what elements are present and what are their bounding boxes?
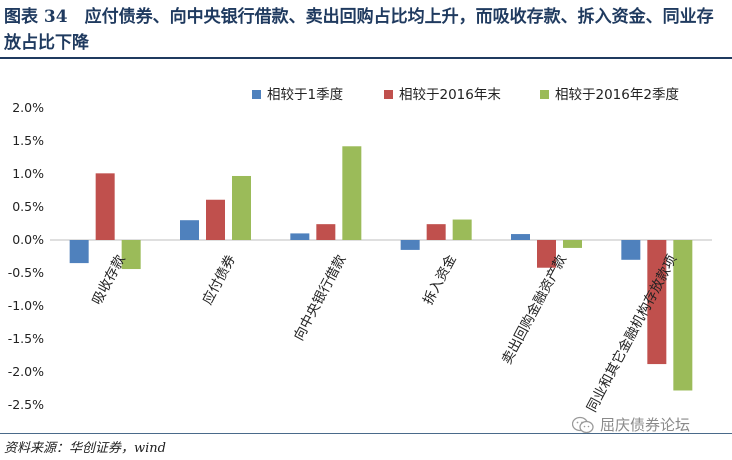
bars-group (69, 146, 693, 391)
y-tick-label: 1.5% (12, 133, 44, 148)
bar-chart: 2.0% 1.5% 1.0% 0.5% 0.0% -0.5% -1.0% -1.5% -2.0%… (8, 87, 712, 415)
chart-legend: 相较于1季度 相较于2016年末 相较于2016年2季度 (252, 87, 679, 103)
wechat-icon (572, 416, 594, 433)
legend-swatch (384, 90, 393, 99)
bar (95, 173, 115, 240)
bar (316, 224, 336, 240)
category-label: 吸收存款 (89, 252, 129, 308)
category-label: 应付债券 (199, 251, 240, 307)
legend-swatch (252, 90, 261, 99)
y-tick-label: 2.0% (12, 100, 44, 115)
category-label: 拆入资金 (420, 252, 460, 308)
bar (426, 224, 446, 240)
bar (206, 199, 225, 240)
bar (452, 219, 472, 240)
bar (232, 175, 251, 240)
y-tick-label: 0.5% (12, 199, 44, 214)
watermark: 屈庆债券论坛 (572, 414, 690, 435)
watermark-text: 屈庆债券论坛 (600, 416, 691, 434)
bar (673, 240, 693, 391)
legend-swatch (540, 90, 549, 99)
bar (563, 240, 582, 248)
source-note: 资料来源：华创证券，wind (4, 441, 166, 456)
bar (537, 240, 556, 268)
bar (621, 240, 641, 260)
footer-divider (0, 433, 732, 434)
y-tick-label: 0.0% (12, 232, 44, 247)
bar (511, 234, 530, 240)
y-tick-label: -0.5% (8, 265, 44, 280)
y-tick-label: -2.0% (8, 364, 44, 379)
title-divider (0, 57, 732, 59)
bar (69, 240, 89, 264)
bar (647, 240, 667, 365)
y-tick-label: -1.0% (8, 298, 44, 313)
y-axis-tick-labels: 2.0% 1.5% 1.0% 0.5% 0.0% -0.5% -1.0% -1.5% -2.0%… (8, 100, 44, 412)
category-label: 向中央银行借款 (291, 252, 350, 343)
bar (342, 146, 362, 240)
y-tick-label: -2.5% (8, 397, 44, 412)
bar (180, 220, 199, 240)
bar (290, 233, 310, 240)
legend-label: 相较于2016年末 (399, 87, 501, 103)
legend-label: 相较于2016年2季度 (555, 87, 679, 103)
bar (121, 240, 141, 270)
category-label: 卖出回购金融资产款 (499, 252, 570, 367)
legend-label: 相较于1季度 (267, 87, 343, 103)
chart-title: 图表 34 应付债券、向中央银行借款、卖出回购占比均上升，而吸收存款、拆入资金、… (4, 7, 714, 53)
y-tick-label: -1.5% (8, 331, 44, 346)
bar (400, 240, 420, 250)
category-labels: 吸收存款 应付债券 向中央银行借款 拆入资金 卖出回购金融资产款 同业和其它金融机构存放款… (89, 251, 680, 414)
y-tick-label: 1.0% (12, 166, 44, 181)
